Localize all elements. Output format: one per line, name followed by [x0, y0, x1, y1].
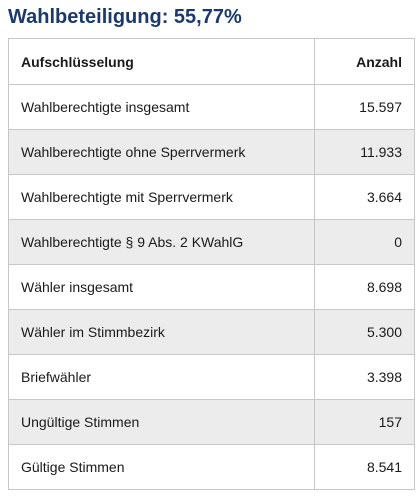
row-label: Wähler im Stimmbezirk	[8, 309, 315, 355]
table-row: Briefwähler 3.398	[8, 354, 415, 400]
row-value: 8.698	[314, 264, 415, 310]
row-label: Briefwähler	[8, 354, 315, 400]
row-label: Wähler insgesamt	[8, 264, 315, 310]
row-label: Wahlberechtigte ohne Sperrvermerk	[8, 129, 315, 175]
row-value: 8.541	[314, 444, 415, 490]
page-title: Wahlbeteiligung: 55,77%	[8, 6, 242, 28]
row-label: Wahlberechtigte mit Sperrvermerk	[8, 174, 315, 220]
row-label: Wahlberechtigte insgesamt	[8, 84, 315, 130]
table-row: Wahlberechtigte insgesamt 15.597	[8, 84, 415, 130]
row-value: 0	[314, 219, 415, 265]
turnout-table: Aufschlüsselung Anzahl Wahlberechtigte i…	[8, 38, 415, 490]
row-value: 15.597	[314, 84, 415, 130]
table-row: Wähler insgesamt 8.698	[8, 264, 415, 310]
table-row: Wahlberechtigte ohne Sperrvermerk 11.933	[8, 129, 415, 175]
table-row: Wähler im Stimmbezirk 5.300	[8, 309, 415, 355]
table-row: Ungültige Stimmen 157	[8, 399, 415, 445]
row-value: 3.664	[314, 174, 415, 220]
column-header-count: Anzahl	[314, 38, 415, 85]
row-label: Ungültige Stimmen	[8, 399, 315, 445]
row-value: 5.300	[314, 309, 415, 355]
table-row: Gültige Stimmen 8.541	[8, 444, 415, 490]
column-header-breakdown: Aufschlüsselung	[8, 38, 315, 85]
row-label: Gültige Stimmen	[8, 444, 315, 490]
row-value: 157	[314, 399, 415, 445]
row-value: 11.933	[314, 129, 415, 175]
table-row: Wahlberechtigte § 9 Abs. 2 KWahlG 0	[8, 219, 415, 265]
table-header-row: Aufschlüsselung Anzahl	[8, 38, 415, 85]
row-value: 3.398	[314, 354, 415, 400]
table-row: Wahlberechtigte mit Sperrvermerk 3.664	[8, 174, 415, 220]
row-label: Wahlberechtigte § 9 Abs. 2 KWahlG	[8, 219, 315, 265]
